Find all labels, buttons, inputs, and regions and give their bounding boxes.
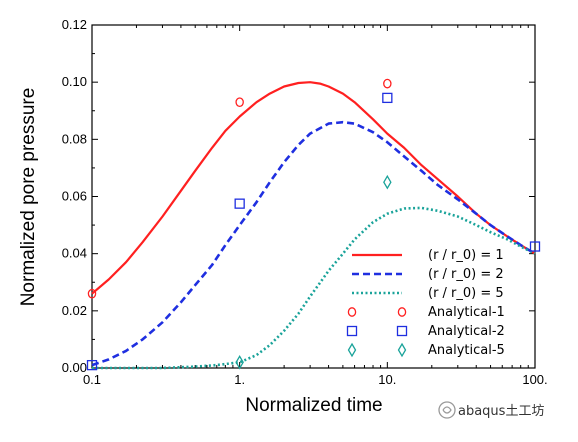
legend-marker [397,307,407,317]
y-tick-label: 0.02 [62,303,87,318]
legend-label: Analytical-2 [428,324,505,339]
data-point-marker [86,359,98,371]
legend-marker [347,342,357,358]
legend-marker [347,307,357,317]
legend-label: Analytical-5 [428,343,505,358]
y-tick-label: 0.04 [62,246,87,261]
series-5 [235,174,392,370]
legend-label: (r / r_0) = 2 [428,267,504,282]
series-line [91,81,536,295]
x-tick-label: 10. [378,372,396,387]
data-point-marker [383,78,392,89]
data-point-marker [383,174,392,190]
series-line [91,120,536,367]
series-4 [86,92,541,371]
x-tick-label: 0.1 [83,372,101,387]
y-tick-label: 0.08 [62,131,87,146]
x-tick-label: 100. [522,372,547,387]
y-tick-label: 0.10 [62,74,87,89]
y-axis-title: Normalized pore pressure [18,88,39,307]
watermark-logo-swirl [442,406,452,414]
data-point-marker [87,288,97,299]
data-point-marker [235,354,244,370]
series-3 [87,78,392,299]
x-tick-label: 1. [234,372,245,387]
legend: (r / r_0) = 1 (r / r_0) = 2 (r / r_0) = 5 A… [346,248,505,358]
legend-marker [397,342,407,358]
watermark-logo-icon [438,401,456,419]
axis-ticks: 0.00 0.02 0.04 0.06 0.08 0.10 0.12 0.1 1. 10. 100. [62,17,548,387]
data-point-marker [382,92,393,104]
legend-label: (r / r_0) = 1 [428,248,504,263]
data-point-marker [235,97,244,108]
data-point-marker [234,198,245,209]
data-point-marker [529,241,541,252]
watermark-text: abaqus土工坊 [458,404,544,419]
y-tick-label: 0.12 [62,17,87,32]
y-tick-label: 0.06 [62,189,87,204]
series-0 [91,81,536,295]
watermark: abaqus土工坊 [438,401,544,419]
series-layer [86,78,541,371]
legend-label: (r / r_0) = 5 [428,286,504,301]
series-1 [91,120,536,367]
legend-label: Analytical-1 [428,305,505,320]
y-tick-label: 0.00 [62,360,87,375]
legend-marker [396,325,408,337]
legend-marker [346,325,358,337]
x-axis-title: Normalized time [245,395,382,416]
